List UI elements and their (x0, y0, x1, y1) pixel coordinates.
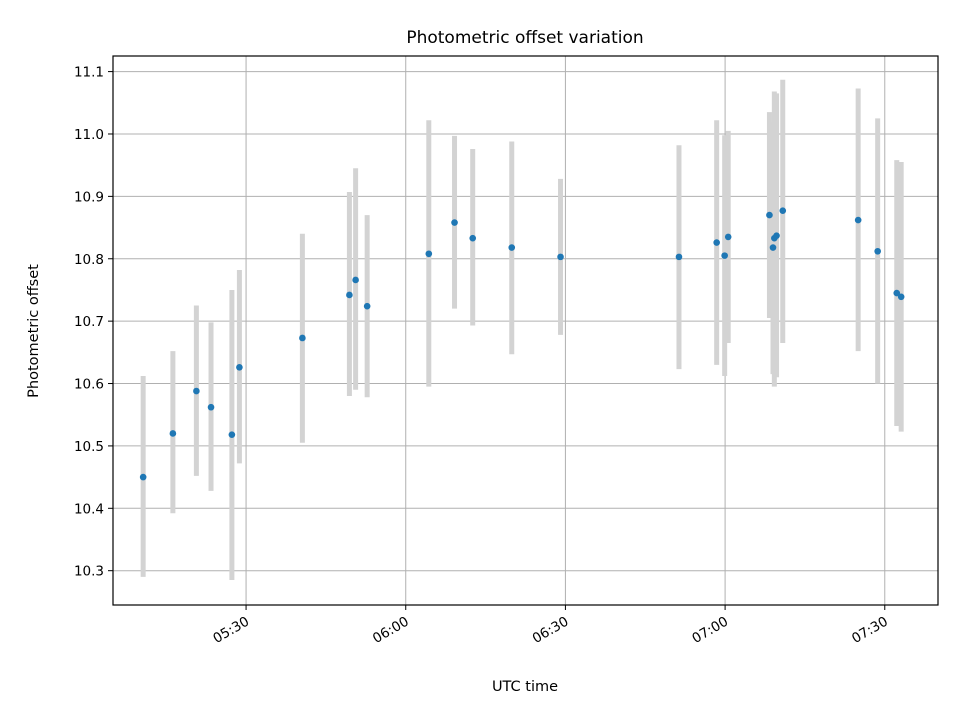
data-point (721, 252, 728, 259)
data-point (508, 244, 516, 251)
plot-frame (112, 55, 939, 606)
data-point (425, 250, 433, 258)
data-point (363, 302, 371, 310)
x-axis-label: UTC time (492, 679, 558, 695)
y-tick-label: 10.9 (74, 189, 104, 205)
y-tick-label: 10.6 (74, 377, 104, 393)
y-tick-label: 10.3 (74, 564, 104, 580)
data-point (299, 334, 306, 342)
y-tick-label: 10.7 (74, 314, 104, 330)
data-point (236, 364, 243, 371)
data-points (139, 207, 905, 481)
data-point (766, 211, 773, 219)
y-tick-label: 10.8 (74, 252, 104, 268)
data-point (854, 216, 862, 224)
y-tick-label: 10.4 (74, 501, 104, 517)
data-point (193, 387, 200, 395)
data-point (724, 233, 732, 241)
data-point (228, 431, 236, 438)
data-point (675, 253, 683, 261)
data-point (769, 244, 777, 251)
y-axis-label: Photometric offset (26, 264, 42, 398)
y-tick-label: 11.0 (74, 127, 104, 143)
y-tick-label: 11.1 (74, 65, 104, 81)
data-point (346, 291, 353, 299)
data-point (139, 473, 147, 481)
y-tick-label: 10.5 (74, 439, 104, 455)
data-point (779, 207, 787, 215)
data-point (469, 234, 477, 242)
data-point (773, 232, 780, 239)
data-point (713, 239, 720, 246)
data-point (897, 293, 905, 301)
chart-title: Photometric offset variation (406, 28, 643, 48)
data-point (207, 403, 215, 411)
data-point (874, 247, 881, 255)
data-point (557, 253, 564, 261)
data-point (893, 289, 901, 297)
data-point (169, 430, 177, 437)
data-point (352, 276, 359, 284)
data-point (451, 219, 458, 226)
